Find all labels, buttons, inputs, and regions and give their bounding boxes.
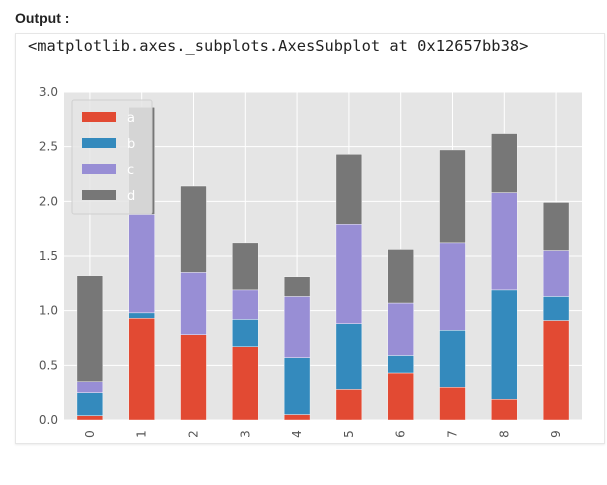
x-tick-label: 0	[83, 430, 97, 438]
bar-segment-c	[335, 224, 363, 324]
x-tick-label: 9	[549, 430, 563, 438]
bar-segment-c	[491, 192, 518, 291]
axes-repr-text: <matplotlib.axes._subplots.AxesSubplot a…	[28, 37, 529, 55]
bar-segment-b	[232, 319, 259, 347]
y-tick-label: 2.0	[39, 194, 58, 208]
bar-segment-c	[128, 214, 155, 314]
bar-segment-b	[491, 289, 518, 400]
bar-segment-d	[335, 154, 363, 225]
legend-label-a: a	[127, 111, 135, 126]
bar-segment-a	[128, 318, 155, 421]
bar-segment-a	[387, 372, 414, 421]
bar-segment-c	[283, 296, 311, 358]
bar-segment-b	[76, 392, 104, 416]
bar-segment-a	[232, 346, 259, 421]
legend-label-d: d	[127, 189, 135, 204]
bar-segment-a	[439, 387, 466, 421]
legend-swatch-b	[82, 138, 116, 148]
legend-box	[71, 99, 153, 215]
bar-segment-b	[387, 355, 414, 374]
bar-segment-a	[283, 414, 311, 421]
y-tick-label: 1.5	[39, 249, 58, 263]
bar-segment-a	[335, 389, 363, 421]
bar-segment-b	[439, 330, 466, 388]
bar-segment-d	[232, 242, 259, 291]
y-tick-label: 3.0	[39, 85, 58, 99]
bar-segment-a	[542, 320, 570, 421]
y-tick-label: 0.5	[39, 358, 58, 372]
y-tick-label: 0.0	[39, 413, 58, 427]
bar-segment-b	[542, 296, 570, 321]
bar-segment-c	[180, 272, 207, 335]
bar-segment-c	[76, 381, 104, 393]
bar-segment-b	[283, 357, 311, 415]
bar-segment-d	[387, 249, 414, 304]
x-tick-label: 4	[290, 430, 304, 438]
legend-swatch-c	[82, 164, 116, 174]
legend-label-b: b	[127, 137, 135, 152]
bar-segment-a	[76, 415, 104, 421]
bar-segment-d	[542, 202, 570, 251]
x-tick-label: 3	[238, 430, 252, 438]
bar-segment-c	[542, 250, 570, 297]
y-tick-label: 2.5	[39, 140, 58, 154]
bar-segment-c	[387, 302, 414, 356]
x-tick-label: 2	[187, 430, 201, 438]
bar-segment-b	[335, 323, 363, 390]
bar-segment-d	[180, 185, 207, 273]
bar-segment-b	[128, 312, 155, 319]
legend-swatch-d	[82, 190, 116, 200]
bar-segment-a	[180, 334, 207, 421]
x-tick-label: 5	[342, 430, 356, 438]
output-label: Output :	[15, 10, 70, 26]
bar-segment-d	[283, 276, 311, 297]
legend-label-c: c	[127, 163, 134, 178]
bar-segment-d	[491, 133, 518, 193]
legend-swatch-a	[82, 112, 116, 122]
bar-segment-d	[439, 149, 466, 244]
x-tick-label: 7	[446, 430, 460, 438]
bar-segment-c	[439, 242, 466, 331]
bar-segment-d	[76, 275, 104, 382]
bar-segment-c	[232, 289, 259, 320]
bar-segment-a	[491, 399, 518, 421]
x-tick-label: 6	[394, 430, 408, 438]
y-tick-label: 1.0	[39, 304, 58, 318]
x-tick-label: 8	[497, 430, 511, 438]
x-tick-label: 1	[135, 430, 149, 438]
